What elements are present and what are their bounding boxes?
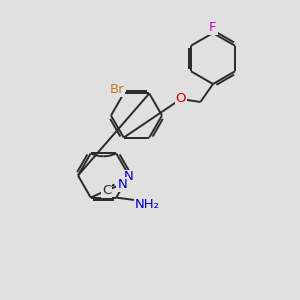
Text: Br: Br bbox=[110, 83, 124, 96]
Text: F: F bbox=[209, 21, 217, 34]
Text: N: N bbox=[124, 170, 134, 184]
Text: C: C bbox=[102, 184, 112, 196]
Text: NH₂: NH₂ bbox=[135, 198, 160, 211]
Text: O: O bbox=[176, 92, 186, 105]
Text: N: N bbox=[117, 178, 127, 190]
